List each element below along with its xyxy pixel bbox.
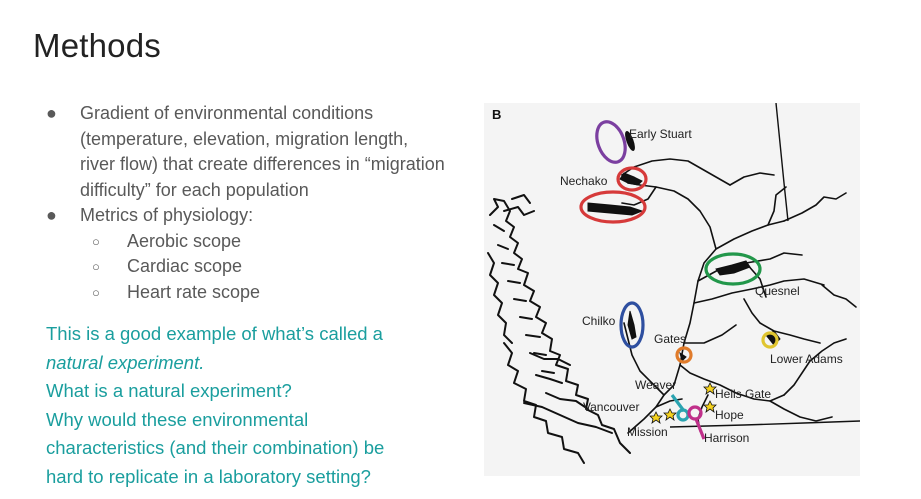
us-border-line xyxy=(669,420,860,428)
town-stars xyxy=(649,382,717,424)
hells-gate-star-icon xyxy=(703,382,717,395)
quesnel-label: Quesnel xyxy=(755,284,800,298)
fraser-river-map: B Early Stuart Nechako Quesnel Chilko Ga… xyxy=(484,103,860,476)
bullet-text: Gradient of environmental conditions (te… xyxy=(80,103,445,200)
hells-gate-label: Hells Gate xyxy=(715,387,771,401)
bullet-dot-icon: ● xyxy=(46,205,57,225)
lower-adams-label: Lower Adams xyxy=(770,352,843,366)
sub-bullet-item: ○ Cardiac scope xyxy=(46,254,446,280)
nechako-label: Nechako xyxy=(560,174,608,188)
paragraph-line: natural experiment. xyxy=(46,349,466,378)
harrison-pointer-line xyxy=(694,418,706,440)
bullet-item: ● Gradient of environmental conditions (… xyxy=(46,101,446,203)
harrison-marker xyxy=(687,405,703,421)
gates-marker xyxy=(675,346,693,364)
mission-label: Mission xyxy=(627,425,668,439)
province-border-line xyxy=(775,103,789,222)
hope-star-icon xyxy=(703,400,717,413)
gates-label: Gates xyxy=(654,332,686,346)
weaver-pointer-line xyxy=(670,394,686,412)
early-stuart-label: Early Stuart xyxy=(629,127,692,141)
paragraph-line: hard to replicate in a laboratory settin… xyxy=(46,465,371,487)
bullet-item: ● Metrics of physiology: xyxy=(46,203,446,229)
harrison-label: Harrison xyxy=(704,431,749,445)
population-markers xyxy=(579,120,779,422)
discussion-paragraph: This is a good example of what’s called … xyxy=(46,320,466,491)
chilko-marker xyxy=(619,301,645,349)
early-stuart-marker xyxy=(595,120,627,164)
lakes xyxy=(587,131,781,362)
bullet-list: ● Gradient of environmental conditions (… xyxy=(46,101,446,305)
paragraph-line: Why would these environmental xyxy=(46,408,309,430)
nechako-marker-lower xyxy=(579,190,647,224)
vancouver-label: Vancouver xyxy=(583,400,639,414)
sub-bullet-item: ○ Heart rate scope xyxy=(46,280,446,306)
circle-bullet-icon: ○ xyxy=(92,284,100,300)
vancouver-star-icon xyxy=(649,411,663,424)
map-svg: B Early Stuart Nechako Quesnel Chilko Ga… xyxy=(484,103,860,476)
panel-label: B xyxy=(492,107,501,122)
nechako-marker-upper xyxy=(616,166,648,192)
bullet-text: Metrics of physiology: xyxy=(80,205,254,225)
paragraph-line: characteristics (and their combination) … xyxy=(46,437,385,458)
quesnel-marker xyxy=(704,252,762,286)
mission-star-icon xyxy=(663,408,677,421)
circle-bullet-icon: ○ xyxy=(92,233,100,249)
coastline xyxy=(487,194,631,464)
lower-adams-marker xyxy=(761,331,779,349)
circle-bullet-icon: ○ xyxy=(92,259,100,274)
paragraph-line: This is a good example of what’s called … xyxy=(46,323,383,344)
hope-label: Hope xyxy=(715,408,744,422)
sub-bullet-text: Aerobic scope xyxy=(127,230,242,251)
sub-bullet-text: Heart rate scope xyxy=(127,281,261,302)
paragraph-line: What is a natural experiment? xyxy=(46,380,292,401)
bullet-dot-icon: ● xyxy=(46,103,57,123)
sub-bullet-item: ○ Aerobic scope xyxy=(46,229,446,255)
weaver-label: Weaver xyxy=(635,378,676,392)
chilko-label: Chilko xyxy=(582,314,616,328)
natural-experiment-term: natural experiment. xyxy=(46,351,205,373)
sub-bullet-text: Cardiac scope xyxy=(127,256,243,276)
slide-title: Methods xyxy=(33,27,161,64)
